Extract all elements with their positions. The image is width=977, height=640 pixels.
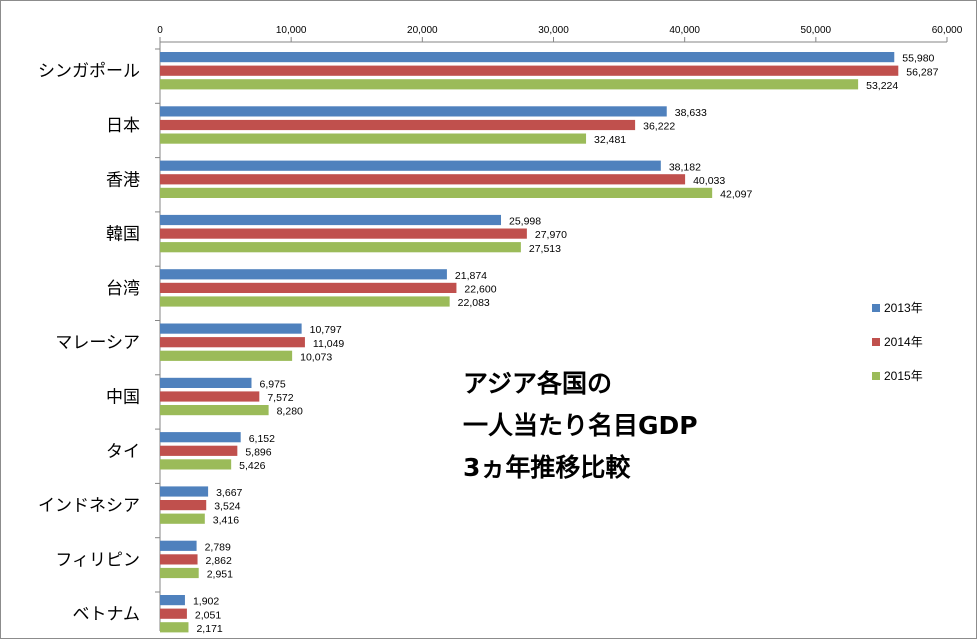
bar <box>160 608 187 619</box>
x-tick-label: 0 <box>157 25 163 36</box>
bar <box>160 500 207 511</box>
category-label: 韓国 <box>106 225 140 245</box>
category-label: 日本 <box>106 116 140 136</box>
bar <box>160 622 189 633</box>
data-label: 21,874 <box>455 270 487 282</box>
data-label: 22,083 <box>458 297 490 309</box>
x-tick-label: 10,000 <box>276 25 307 36</box>
data-label: 5,426 <box>239 460 265 472</box>
data-label: 36,222 <box>643 121 675 133</box>
bar <box>160 133 587 144</box>
data-label: 1,902 <box>193 596 219 608</box>
category-label: フィリピン <box>55 550 140 570</box>
legend-label: 2015年 <box>884 369 923 383</box>
data-label: 22,600 <box>464 284 496 296</box>
bar <box>160 214 502 226</box>
bar <box>160 187 713 198</box>
data-label: 11,049 <box>313 338 344 350</box>
bar <box>160 296 450 307</box>
x-tick-label: 20,000 <box>407 25 438 36</box>
bar <box>160 65 899 76</box>
legend-swatch <box>872 304 880 312</box>
bar <box>160 540 197 551</box>
data-label: 38,633 <box>675 107 707 119</box>
data-label: 3,416 <box>213 514 239 526</box>
data-label: 10,797 <box>310 324 342 336</box>
data-label: 3,667 <box>216 487 242 499</box>
legend-swatch <box>872 338 880 346</box>
bar <box>160 567 199 579</box>
bar <box>160 513 205 524</box>
bar <box>160 106 667 117</box>
bar <box>160 486 209 497</box>
legend-label: 2014年 <box>884 335 923 349</box>
data-label: 2,789 <box>205 541 231 553</box>
chart-title-line-1: アジア各国の <box>463 369 613 398</box>
data-label: 25,998 <box>509 216 541 228</box>
data-label: 38,182 <box>669 161 701 173</box>
data-label: 2,951 <box>207 569 233 581</box>
data-label: 42,097 <box>720 189 752 201</box>
bar <box>160 337 305 348</box>
data-label: 2,862 <box>206 555 232 567</box>
category-label: インドネシア <box>38 496 140 516</box>
chart-title-line-3: 3ヵ年推移比較 <box>463 453 631 482</box>
bar <box>160 160 661 171</box>
data-label: 27,970 <box>535 229 567 241</box>
bar <box>160 405 269 416</box>
data-label: 6,152 <box>249 433 275 445</box>
data-label: 56,287 <box>906 66 938 78</box>
bar <box>160 323 302 334</box>
data-label: 2,171 <box>196 623 222 635</box>
x-tick-label: 40,000 <box>669 25 700 36</box>
category-label: 台湾 <box>106 279 140 299</box>
category-label: ベトナム <box>73 605 141 625</box>
bar <box>160 242 521 253</box>
bar <box>160 79 859 90</box>
data-label: 2,051 <box>195 609 221 621</box>
bar <box>160 350 293 361</box>
category-label: 香港 <box>106 170 140 190</box>
data-label: 5,896 <box>245 446 271 458</box>
bar <box>160 377 252 388</box>
bar <box>160 445 238 456</box>
category-label: マレーシア <box>55 333 140 353</box>
category-label: シンガポール <box>38 62 140 82</box>
bar <box>160 554 198 565</box>
bar <box>160 119 636 131</box>
bar <box>160 174 686 185</box>
data-label: 6,975 <box>259 379 285 391</box>
data-label: 53,224 <box>866 80 898 92</box>
data-label: 3,524 <box>214 501 240 513</box>
x-tick-label: 30,000 <box>538 25 569 36</box>
data-label: 8,280 <box>277 406 303 418</box>
data-label: 27,513 <box>529 243 561 255</box>
bar <box>160 282 457 293</box>
x-tick-label: 60,000 <box>932 25 963 36</box>
bar <box>160 391 260 402</box>
bar <box>160 595 185 606</box>
bar <box>160 459 232 470</box>
data-label: 32,481 <box>594 134 626 146</box>
bar <box>160 52 895 63</box>
chart-title: アジア各国の 一人当たり名目GDP 3ヵ年推移比較 <box>463 363 698 489</box>
category-label: 中国 <box>106 388 140 408</box>
category-label: タイ <box>106 442 140 462</box>
x-tick-label: 50,000 <box>801 25 832 36</box>
data-label: 55,980 <box>902 53 934 65</box>
bar <box>160 228 527 239</box>
bar <box>160 269 447 280</box>
bar <box>160 432 241 443</box>
chart-title-line-2: 一人当たり名目GDP <box>463 411 698 440</box>
data-label: 7,572 <box>267 392 293 404</box>
data-label: 10,073 <box>300 351 332 363</box>
data-label: 40,033 <box>693 175 725 187</box>
legend-swatch <box>872 372 880 380</box>
legend-label: 2013年 <box>884 301 923 315</box>
